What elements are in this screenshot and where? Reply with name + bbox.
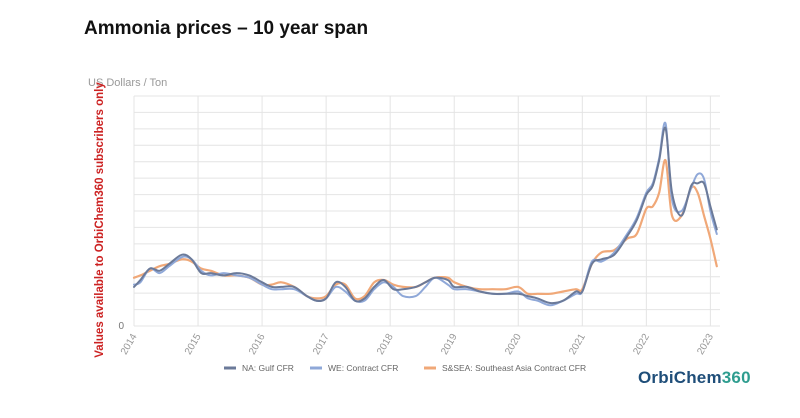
- orbichem-logo: OrbiChem360: [638, 368, 751, 388]
- x-tick-label: 2023: [695, 332, 716, 357]
- x-tick-label: 2021: [567, 332, 588, 357]
- x-tick-label: 2015: [183, 332, 204, 357]
- x-tick-labels: 2014 2015 2016 2017 2018 2019 2020 2021 2022 2023: [119, 332, 716, 357]
- x-tick-label: 2018: [375, 332, 396, 357]
- chart-grid: [133, 95, 720, 327]
- line-chart: US Dollars / Ton 2014 2015 2016 2017 2018 201…: [88, 77, 720, 373]
- y-axis-label: US Dollars / Ton: [88, 77, 167, 89]
- series-line-na-gulf: [133, 126, 718, 305]
- x-tick-label: 2019: [439, 332, 460, 357]
- logo-text: OrbiChem: [638, 368, 722, 387]
- x-tick-label: 2014: [119, 332, 140, 357]
- chart-container: US Dollars / Ton 2014 2015 2016 2017 2018 201…: [84, 72, 734, 400]
- series-line-we-contract: [133, 121, 718, 307]
- legend-label: S&SEA: Southeast Asia Contract CFR: [442, 363, 586, 373]
- legend-label: WE: Contract CFR: [328, 363, 398, 373]
- x-tick-label: 2017: [311, 332, 332, 357]
- y-tick-label: 0: [118, 321, 124, 332]
- watermark-text: Values available to OrbiChem360 subscrib…: [94, 82, 106, 358]
- x-tick-label: 2016: [247, 332, 268, 357]
- series-lines: [132, 121, 718, 307]
- legend-label: NA: Gulf CFR: [242, 363, 294, 373]
- y-tick-labels: 0: [118, 321, 124, 332]
- logo-accent: 360: [721, 368, 751, 387]
- x-tick-label: 2022: [631, 332, 652, 357]
- chart-legend: NA: Gulf CFR WE: Contract CFR S&SEA: South…: [224, 363, 586, 373]
- x-tick-label: 2020: [503, 332, 524, 357]
- page-title: Ammonia prices – 10 year span: [84, 18, 369, 39]
